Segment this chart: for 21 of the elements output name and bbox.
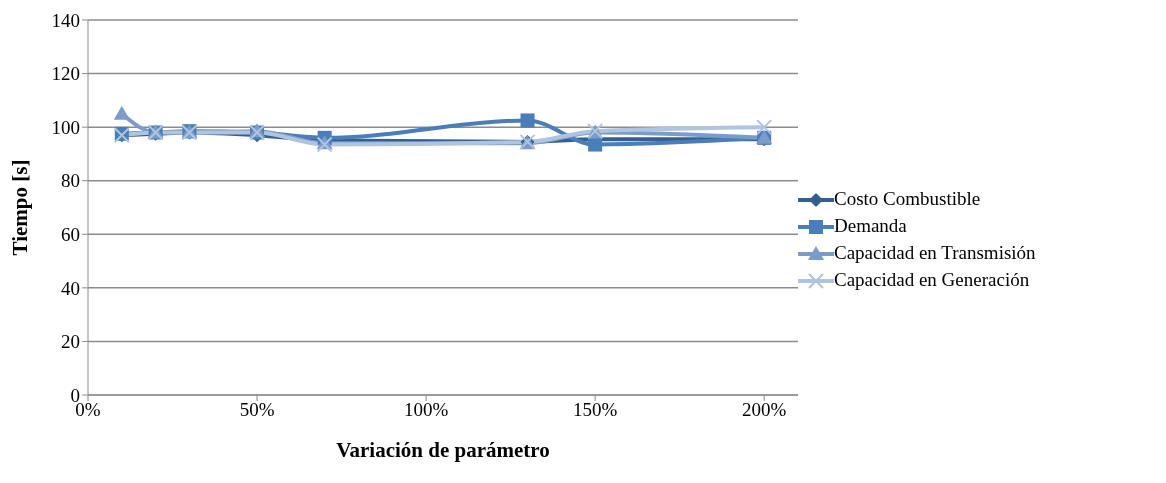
x-tick-label: 150% [572,399,618,421]
point [756,119,773,136]
legend-label: Costo Combustible [834,187,981,209]
legend-label: Capacidad en Generación [834,268,1030,290]
legend-label: Capacidad en Transmisión [834,241,1036,263]
x-tick-label: 100% [403,399,449,421]
y-tick-label: 140 [51,9,80,31]
y-tick-label: 80 [61,170,80,192]
y-tick-label: 120 [51,63,80,85]
point [520,113,535,128]
legend-label: Demanda [834,214,907,236]
x-axis-title: Variación de parámetro [336,438,550,462]
y-tick-label: 40 [61,277,80,299]
y-tick-label: 20 [61,331,80,353]
point [588,137,603,152]
point [113,105,130,120]
y-tick-label: 100 [51,116,80,138]
y-axis-title: Tiempo [s] [8,159,33,256]
x-tick-label: 200% [742,399,787,421]
x-tick-label: 50% [239,399,275,421]
y-tick-label: 60 [61,224,80,246]
